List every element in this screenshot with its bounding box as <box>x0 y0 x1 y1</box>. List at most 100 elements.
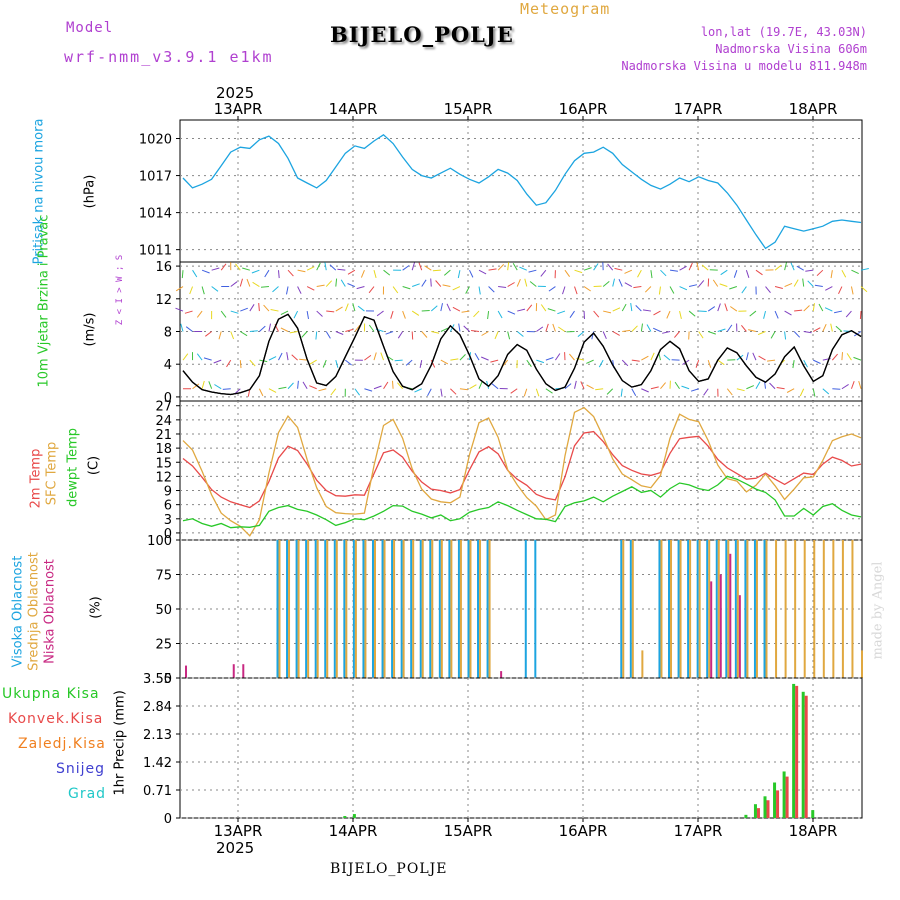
wind-arrow <box>652 327 661 332</box>
y-tick-label: 27 <box>155 400 172 415</box>
wind-arrow <box>822 323 827 332</box>
wind-arrow <box>653 310 661 316</box>
wind-arrow <box>698 331 704 339</box>
wind-arrow <box>368 286 375 294</box>
wind-arrow <box>192 383 200 390</box>
precip-bar <box>792 683 796 818</box>
wind-arrow <box>335 331 344 335</box>
wind-arrow <box>431 331 440 334</box>
wind-arrow <box>557 310 566 315</box>
wind-arrow <box>784 331 787 340</box>
wind-arrow <box>674 381 680 390</box>
cloud-bar <box>736 540 739 678</box>
wind-arrow <box>807 280 814 287</box>
y-tick-label: 4 <box>164 358 172 373</box>
wind-arrow <box>794 309 803 312</box>
wind-arrow <box>763 310 766 319</box>
wind-arrow <box>440 388 443 397</box>
wind-arrow <box>746 385 754 390</box>
cloud-bar <box>373 540 376 678</box>
wind-arrow <box>385 331 394 335</box>
wind-arrow <box>650 352 655 361</box>
wind-arrow <box>272 286 279 293</box>
cloud-bar <box>803 540 806 678</box>
wind-arrow <box>729 286 738 290</box>
wind-arrow <box>337 268 346 271</box>
wind-arrow <box>222 388 231 390</box>
wind-arrow <box>280 310 289 316</box>
wind-arrow <box>755 381 761 389</box>
y-tick-label: 0 <box>164 672 172 687</box>
wind-arrow <box>268 388 277 393</box>
wind-arrow <box>302 381 308 389</box>
wind-arrow <box>458 323 461 332</box>
wind-arrow <box>833 310 843 314</box>
wind-arrow <box>644 286 652 293</box>
wind-arrow <box>660 269 667 277</box>
wind-arrow <box>612 307 621 312</box>
wind-arrow <box>552 323 556 332</box>
wind-arrow <box>825 286 833 291</box>
cloud-bar <box>851 540 854 678</box>
cloud-bar <box>288 540 291 678</box>
wind-arrow <box>850 381 855 389</box>
model-elevation: Nadmorska Visina u modelu 811.948m <box>621 59 867 73</box>
wind-arrow <box>830 323 833 332</box>
wind-arrow <box>784 262 787 271</box>
wind-arrow <box>666 310 671 319</box>
wind-arrow <box>252 281 260 287</box>
wind-arrow <box>816 269 824 277</box>
cloud-ylabel-high: Visoka Oblacnost <box>10 555 26 668</box>
wind-arrow <box>430 359 436 368</box>
wind-arrow <box>741 324 747 332</box>
wind-arrow <box>650 386 659 390</box>
cloud-bar <box>469 540 472 678</box>
precip-bar <box>811 810 815 818</box>
wind-arrow <box>824 307 833 312</box>
wind-arrow <box>786 388 795 393</box>
wind-arrow <box>758 355 766 361</box>
wind-compass: Z < I > W ; S <box>115 254 125 326</box>
wind-arrow <box>595 388 604 391</box>
precip-bar <box>795 685 799 818</box>
wind-arrow <box>354 388 361 396</box>
precip-bar <box>766 800 770 818</box>
wind-arrow <box>242 267 250 271</box>
wind-arrow <box>318 388 327 392</box>
wind-arrow <box>430 305 438 312</box>
cloud-bar <box>784 540 787 678</box>
y-tick-label: 1014 <box>139 207 172 222</box>
wind-arrow <box>345 359 352 366</box>
wind-arrow <box>574 380 577 389</box>
cloud-bar <box>343 540 346 678</box>
wind-arrow <box>277 270 280 279</box>
wind-arrow <box>201 269 210 274</box>
wind-arrow <box>792 360 795 369</box>
y-tick-label: 1020 <box>139 133 172 148</box>
cloud-bar <box>185 665 187 678</box>
wind-arrow <box>841 269 847 278</box>
wind-arrow <box>688 310 696 317</box>
elevation: Nadmorska Visina 606m <box>715 42 867 56</box>
cloud-bar <box>660 540 663 678</box>
wind-arrow <box>287 382 294 390</box>
cloud-bar <box>753 540 756 678</box>
precip-legend-hail: Grad <box>68 786 107 802</box>
wind-arrow <box>354 324 361 332</box>
wind-arrow <box>230 281 238 287</box>
wind-arrow <box>175 307 184 312</box>
cloud-bar <box>448 540 451 678</box>
wind-arrow <box>264 269 270 278</box>
cloud-bar <box>467 540 470 678</box>
wind-arrow <box>297 269 306 273</box>
wind-arrow <box>394 359 403 362</box>
wind-arrow <box>633 286 642 289</box>
y-tick-label: 1011 <box>139 244 172 259</box>
wind-arrow <box>352 303 356 312</box>
wind-arrow <box>203 357 212 361</box>
wind-arrow <box>240 307 248 312</box>
temp-ylabel-2m: 2m Temp <box>28 448 44 509</box>
wind-arrow <box>309 359 317 365</box>
cloud-bar <box>729 553 732 678</box>
cloud-bar <box>706 540 709 678</box>
